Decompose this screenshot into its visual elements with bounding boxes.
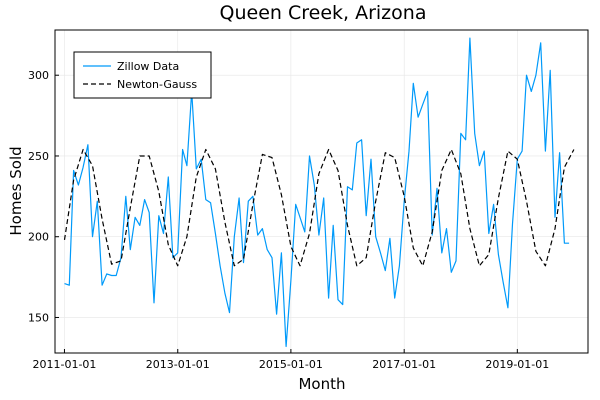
- legend-label-zillow: Zillow Data: [117, 60, 179, 73]
- chart-title: Queen Creek, Arizona: [220, 2, 427, 24]
- series-line-newton-gauss: [63, 148, 575, 267]
- x-axis-label: Month: [298, 375, 345, 393]
- y-tick-label-0: 150: [28, 311, 49, 324]
- series-group: [63, 37, 575, 348]
- series-line-zillow-data: [64, 37, 570, 348]
- x-tick-label-1: 2013-01-01: [146, 358, 210, 371]
- y-tick-label-1: 200: [28, 231, 49, 244]
- legend-box: [73, 51, 212, 99]
- legend-label-newton-gauss: Newton-Gauss: [117, 78, 197, 91]
- x-tick-label-2: 2015-01-01: [259, 358, 323, 371]
- y-axis-label: Homes Sold: [7, 146, 25, 235]
- legend: Zillow Data Newton-Gauss: [73, 51, 212, 99]
- plot-frame: [54, 29, 589, 354]
- x-axis-ticks: 2011-01-01 2013-01-01 2015-01-01 2017-01-01…: [32, 349, 549, 371]
- x-tick-label-0: 2011-01-01: [32, 358, 96, 371]
- y-tick-label-2: 250: [28, 150, 49, 163]
- x-tick-label-4: 2019-01-01: [485, 358, 549, 371]
- x-tick-label-3: 2017-01-01: [372, 358, 436, 371]
- y-axis-ticks: 150 200 250 300: [28, 69, 59, 324]
- y-tick-label-3: 300: [28, 69, 49, 82]
